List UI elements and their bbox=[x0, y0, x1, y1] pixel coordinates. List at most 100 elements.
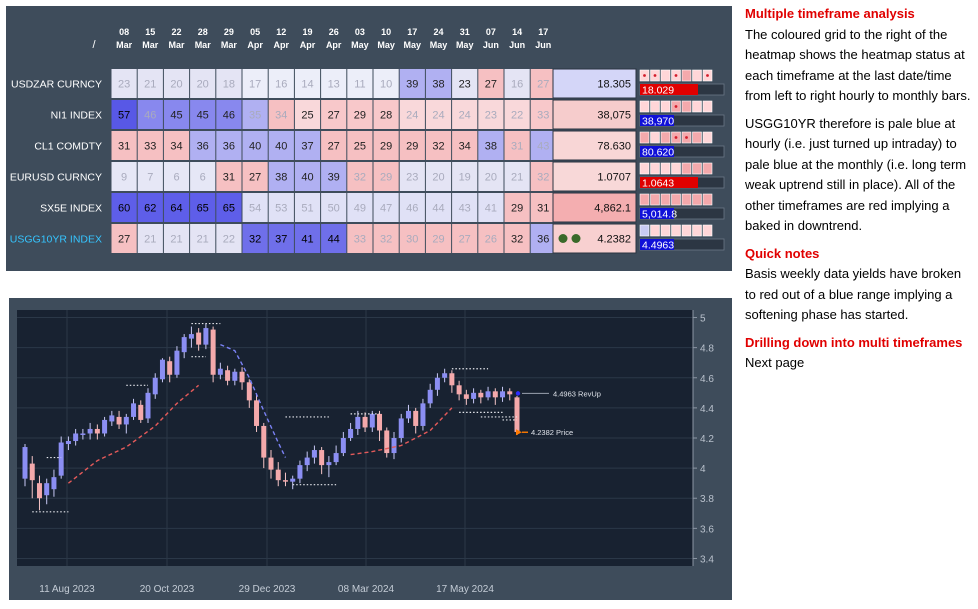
candle-body bbox=[391, 438, 397, 454]
heatmap-cell bbox=[190, 193, 216, 222]
heatmap-cell-value: 31 bbox=[537, 203, 549, 215]
candle-body bbox=[348, 428, 354, 438]
timeframe-square bbox=[660, 69, 671, 82]
heatmap-cell bbox=[347, 193, 373, 222]
candle-body bbox=[442, 373, 448, 378]
heatmap-cell bbox=[163, 131, 190, 160]
heatmap-cell bbox=[347, 162, 373, 191]
timeframe-square bbox=[681, 193, 692, 206]
candle-body bbox=[268, 457, 274, 470]
date-day-label: 08 bbox=[119, 27, 129, 37]
heatmap-cell-value: 26 bbox=[485, 234, 497, 246]
candle-body bbox=[507, 391, 513, 395]
heatmap-cell bbox=[268, 131, 294, 160]
candle-body bbox=[290, 478, 296, 482]
heatmap-cell bbox=[111, 69, 137, 98]
ticker-name: USGG10YR INDEX bbox=[10, 234, 102, 246]
heatmap-cell bbox=[242, 69, 268, 98]
candle-body bbox=[449, 373, 455, 386]
heatmap-cell-value: 24 bbox=[432, 110, 444, 122]
heatmap-cell bbox=[373, 69, 399, 98]
heatmap-cell-value: 31 bbox=[118, 141, 130, 153]
heatmap-cell bbox=[399, 224, 425, 253]
date-month-label: Mar bbox=[116, 40, 133, 50]
heatmap-cell-value: 23 bbox=[118, 79, 130, 91]
ticker-name: USDZAR CURNCY bbox=[11, 79, 102, 91]
heatmap-cell-value: 29 bbox=[432, 234, 444, 246]
timeframe-square bbox=[639, 131, 650, 144]
timeframe-square bbox=[702, 131, 713, 144]
date-day-label: 12 bbox=[276, 27, 286, 37]
candle-body bbox=[398, 418, 404, 438]
heatmap-cell-value: 44 bbox=[328, 234, 340, 246]
timeframe-square bbox=[660, 162, 671, 175]
revup-label: 4.4963 RevUp bbox=[553, 389, 601, 398]
date-day-label: 07 bbox=[486, 27, 496, 37]
heatmap-cell bbox=[530, 131, 556, 160]
heatmap-cell bbox=[530, 224, 556, 253]
price-value: 4.2382 bbox=[597, 234, 631, 246]
heatmap-cell-value: 20 bbox=[485, 172, 497, 184]
date-month-label: May bbox=[351, 40, 369, 50]
heatmap-cell-value: 29 bbox=[354, 110, 366, 122]
heatmap-cell-value: 32 bbox=[537, 172, 549, 184]
heatmap-cell-value: 38 bbox=[275, 172, 287, 184]
candle-body bbox=[138, 404, 144, 420]
heatmap-cell bbox=[504, 69, 530, 98]
candle-body bbox=[333, 453, 339, 463]
sub-value-bar bbox=[640, 239, 674, 250]
y-tick-label: 5 bbox=[700, 314, 706, 325]
heatmap-panel: / 08 Mar 15 Mar 22 Mar 28 Mar 29 Mar 05 Apr 12 Apr 19 Ap… bbox=[6, 6, 732, 271]
heatmap-cell bbox=[242, 131, 268, 160]
candle-body bbox=[210, 329, 216, 375]
sub-value-bar bbox=[640, 115, 674, 126]
date-day-label: 10 bbox=[381, 27, 391, 37]
heatmap-cell-value: 53 bbox=[275, 203, 287, 215]
timeframe-dot bbox=[674, 74, 678, 77]
date-day-label: 29 bbox=[224, 27, 234, 37]
heatmap-cell-value: 40 bbox=[275, 141, 287, 153]
heatmap-cell-value: 40 bbox=[301, 172, 313, 184]
candle-body bbox=[51, 477, 57, 490]
heatmap-cell-value: 25 bbox=[301, 110, 313, 122]
revup-marker bbox=[515, 391, 521, 396]
heatmap-cell-value: 38 bbox=[485, 141, 497, 153]
timeframe-square bbox=[639, 193, 650, 206]
candle-body bbox=[29, 463, 35, 481]
heatmap-cell-value: 49 bbox=[354, 203, 366, 215]
heatmap-cell-value: 39 bbox=[328, 172, 340, 184]
heatmap-cell bbox=[321, 131, 347, 160]
heatmap-cell bbox=[294, 162, 321, 191]
x-tick-label: 11 Aug 2023 bbox=[39, 584, 95, 595]
heatmap-cell-value: 14 bbox=[301, 79, 313, 91]
heatmap-cell-value: 29 bbox=[511, 203, 523, 215]
heatmap-cell bbox=[347, 100, 373, 129]
price-value: 18.305 bbox=[597, 79, 631, 91]
heatmap-cell bbox=[242, 224, 268, 253]
heatmap-cell-value: 16 bbox=[511, 79, 523, 91]
heatmap-cell bbox=[190, 100, 216, 129]
heatmap-cell-value: 17 bbox=[249, 79, 261, 91]
timeframe-square bbox=[650, 131, 660, 144]
heatmap-cell bbox=[137, 162, 163, 191]
heatmap-cell-value: 36 bbox=[537, 234, 549, 246]
notes-paragraph-4: Next page bbox=[745, 355, 805, 370]
heatmap-cell-value: 34 bbox=[170, 141, 182, 153]
candle-body bbox=[405, 410, 411, 419]
date-day-label: 31 bbox=[460, 27, 470, 37]
heatmap-cell bbox=[137, 100, 163, 129]
heading-quick-notes: Quick notes bbox=[745, 245, 820, 261]
heatmap-cell bbox=[530, 69, 556, 98]
date-month-label: Jun bbox=[483, 40, 499, 50]
heatmap-cell-value: 24 bbox=[459, 110, 471, 122]
heatmap-cell bbox=[137, 131, 163, 160]
heatmap-cell bbox=[452, 162, 478, 191]
heatmap-cell bbox=[425, 193, 452, 222]
candle-body bbox=[362, 416, 368, 428]
sub-value-label: 4.4963 bbox=[642, 240, 674, 252]
heatmap-cell-value: 46 bbox=[144, 110, 156, 122]
date-month-label: Jun bbox=[535, 40, 551, 50]
timeframe-square bbox=[692, 162, 702, 175]
heatmap-cell bbox=[190, 162, 216, 191]
heatmap-cell bbox=[242, 162, 268, 191]
